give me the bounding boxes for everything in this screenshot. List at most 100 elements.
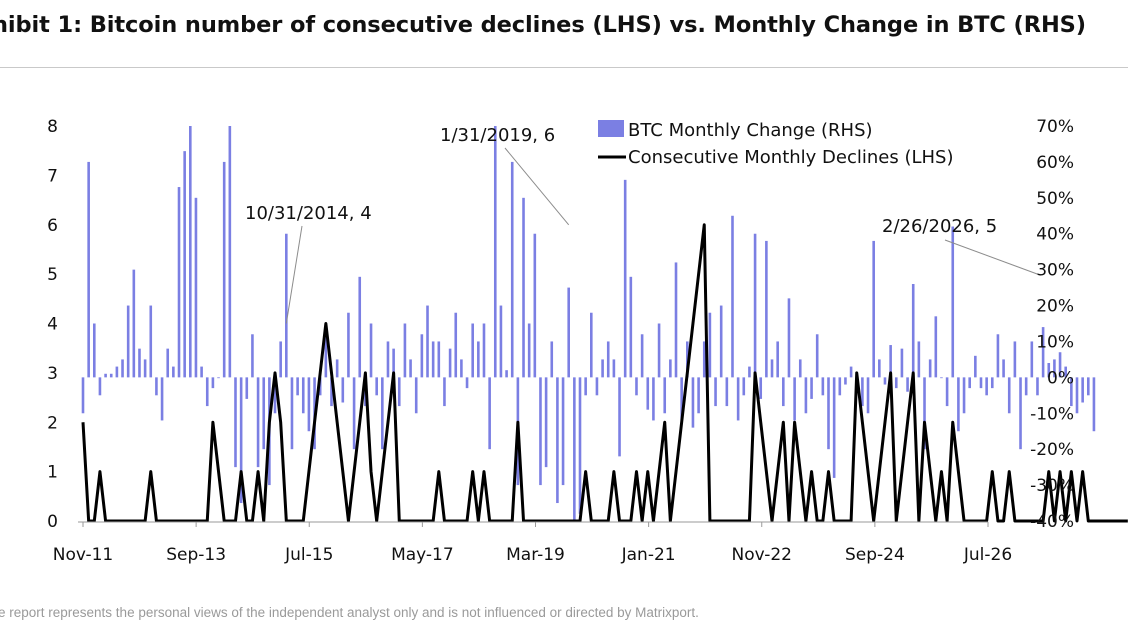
- bar: [437, 341, 441, 378]
- bar: [680, 377, 683, 421]
- bar: [420, 334, 424, 378]
- bar: [409, 359, 412, 378]
- bar: [782, 377, 785, 407]
- bar: [211, 377, 215, 389]
- bar: [471, 323, 474, 378]
- bar: [93, 323, 96, 378]
- bar: [866, 377, 870, 414]
- bar: [719, 305, 723, 378]
- bar: [403, 323, 407, 378]
- bar: [539, 377, 542, 486]
- x-tick-label: Sep-13: [166, 545, 226, 565]
- bar: [990, 377, 994, 389]
- bar: [301, 377, 305, 414]
- y-left-tick-label: 0: [47, 512, 58, 532]
- bar: [663, 377, 667, 414]
- bar: [132, 269, 136, 378]
- bar: [652, 377, 655, 421]
- annotation-leader: [285, 225, 303, 324]
- bar: [561, 377, 565, 486]
- legend-group: BTC Monthly Change (RHS) Consecutive Mont…: [598, 120, 954, 168]
- y-right-tick-label: 10%: [1036, 333, 1074, 353]
- bar: [906, 377, 909, 392]
- x-tick-label: Jul-15: [284, 545, 333, 565]
- bar: [352, 377, 356, 450]
- bar: [1058, 352, 1062, 378]
- bar: [606, 341, 610, 378]
- bar: [285, 233, 288, 378]
- y-left-tick-label: 4: [47, 315, 58, 335]
- bar: [239, 377, 243, 504]
- bar: [759, 377, 763, 399]
- disclaimer: e report represents the personal views o…: [0, 605, 699, 620]
- bar: [1002, 359, 1005, 378]
- bar: [262, 377, 266, 450]
- bar: [635, 377, 638, 396]
- bar: [307, 377, 311, 432]
- x-tick-label: Nov-11: [53, 545, 114, 565]
- bar: [798, 359, 802, 378]
- bar: [115, 366, 119, 378]
- bar: [900, 348, 904, 378]
- y-right-tick-label: 40%: [1036, 225, 1074, 245]
- bar: [228, 126, 232, 378]
- bar: [1070, 377, 1073, 407]
- bar: [155, 377, 158, 396]
- bar: [493, 126, 497, 378]
- bar: [793, 377, 796, 421]
- bar: [465, 377, 469, 389]
- bar: [770, 359, 774, 378]
- bar: [318, 377, 322, 396]
- bar: [460, 359, 463, 378]
- bar: [584, 377, 587, 396]
- bar: [109, 373, 113, 378]
- bar: [172, 366, 175, 378]
- bar: [324, 334, 328, 378]
- annotations-group: 10/31/2014, 4 1/31/2019, 6 2/26/2026, 5: [245, 125, 1038, 324]
- bar: [979, 377, 983, 389]
- bar: [166, 348, 170, 378]
- bar: [595, 377, 599, 396]
- bar: [341, 377, 345, 403]
- bar: [889, 345, 892, 378]
- bar: [731, 215, 734, 378]
- x-tick-label: Jul-26: [963, 545, 1012, 565]
- y-right-tick-label: 60%: [1036, 153, 1074, 173]
- bar: [714, 377, 717, 407]
- bar: [996, 334, 1000, 378]
- bar: [177, 187, 181, 378]
- bar: [448, 348, 452, 378]
- y-right-tick-label: 50%: [1036, 189, 1074, 209]
- bar: [160, 377, 164, 421]
- bar: [776, 341, 779, 378]
- bar: [928, 359, 932, 378]
- bar: [1007, 377, 1011, 414]
- bar: [330, 377, 333, 407]
- axes-group: Nov-11 Sep-13 Jul-15 May-17 Mar-19 Jan-21 Nov-…: [47, 117, 1074, 565]
- bar: [251, 334, 254, 378]
- bar: [753, 233, 757, 378]
- bar: [917, 341, 921, 378]
- bar: [279, 341, 282, 378]
- bar: [567, 287, 570, 378]
- y-left-tick-label: 7: [47, 166, 58, 186]
- bar: [414, 377, 418, 414]
- bar: [1019, 377, 1022, 450]
- bar: [126, 305, 130, 378]
- bar: [296, 377, 299, 396]
- bar: [369, 323, 373, 378]
- bar: [810, 377, 813, 399]
- bar: [883, 377, 887, 385]
- bar: [194, 197, 198, 378]
- bar: [974, 355, 977, 378]
- bar: [544, 377, 548, 468]
- bar: [832, 377, 836, 478]
- bar: [940, 377, 943, 379]
- bar: [335, 359, 339, 378]
- y-right-tick-label: 30%: [1036, 261, 1074, 281]
- bar: [1030, 341, 1034, 378]
- bar: [821, 377, 825, 396]
- bar: [911, 284, 915, 378]
- bar: [629, 276, 633, 378]
